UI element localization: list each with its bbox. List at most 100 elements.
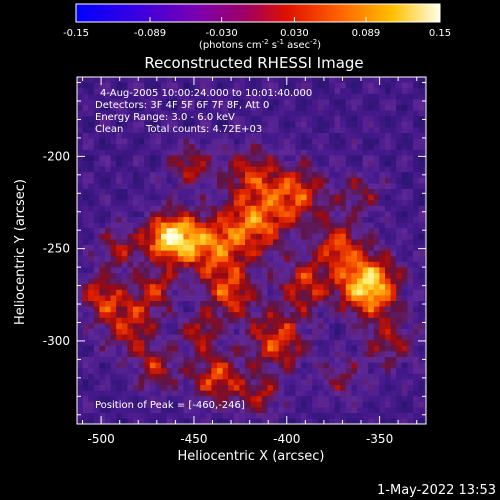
- heatmap-cell: [357, 138, 364, 145]
- heatmap-cell: [166, 317, 173, 324]
- heatmap-cell: [228, 261, 235, 268]
- heatmap-cell: [105, 77, 112, 84]
- heatmap-cell: [424, 373, 426, 380]
- heatmap-cell: [144, 317, 151, 324]
- heatmap-cell: [351, 149, 358, 156]
- heatmap-cell: [183, 379, 190, 386]
- heatmap-cell: [261, 250, 268, 257]
- heatmap-cell: [144, 77, 151, 84]
- heatmap-cell: [385, 88, 392, 95]
- heatmap-cell: [295, 217, 302, 224]
- heatmap-cell: [144, 127, 151, 134]
- heatmap-cell: [362, 155, 369, 162]
- heatmap-cell: [267, 261, 274, 268]
- heatmap-cell: [177, 261, 184, 268]
- heatmap-cell: [424, 77, 426, 84]
- heatmap-cell: [116, 407, 123, 414]
- heatmap-cell: [289, 278, 296, 285]
- heatmap-cell: [77, 200, 84, 207]
- heatmap-cell: [401, 267, 408, 274]
- heatmap-cell: [116, 105, 123, 112]
- heatmap-cell: [93, 149, 100, 156]
- heatmap-cell: [161, 289, 168, 296]
- heatmap-cell: [121, 306, 128, 313]
- heatmap-cell: [127, 222, 134, 229]
- heatmap-cell: [245, 127, 252, 134]
- heatmap-cell: [323, 278, 330, 285]
- heatmap-cell: [161, 401, 168, 408]
- heatmap-cell: [317, 278, 324, 285]
- heatmap-cell: [345, 194, 352, 201]
- heatmap-cell: [127, 334, 134, 341]
- heatmap-cell: [357, 401, 364, 408]
- heatmap-cell: [211, 183, 218, 190]
- heatmap-cell: [194, 334, 201, 341]
- heatmap-cell: [340, 110, 347, 117]
- heatmap-cell: [105, 351, 112, 358]
- heatmap-cell: [267, 284, 274, 291]
- heatmap-cell: [155, 105, 162, 112]
- heatmap-cell: [368, 267, 375, 274]
- heatmap-cell: [301, 245, 308, 252]
- heatmap-cell: [93, 200, 100, 207]
- heatmap-cell: [323, 127, 330, 134]
- heatmap-cell: [390, 418, 397, 424]
- heatmap-cell: [267, 306, 274, 313]
- heatmap-cell: [172, 200, 179, 207]
- heatmap-cell: [345, 127, 352, 134]
- heatmap-cell: [373, 166, 380, 173]
- heatmap-cell: [278, 77, 285, 84]
- heatmap-cell: [233, 357, 240, 364]
- heatmap-cell: [172, 345, 179, 352]
- heatmap-cell: [295, 345, 302, 352]
- heatmap-cell: [110, 155, 117, 162]
- heatmap-cell: [177, 116, 184, 123]
- heatmap-cell: [239, 110, 246, 117]
- heatmap-cell: [133, 362, 140, 369]
- heatmap-cell: [256, 317, 263, 324]
- heatmap-cell: [144, 323, 151, 330]
- heatmap-cell: [77, 379, 84, 386]
- heatmap-cell: [245, 278, 252, 285]
- heatmap-cell: [362, 312, 369, 319]
- heatmap-cell: [144, 301, 151, 308]
- heatmap-cell: [177, 233, 184, 240]
- heatmap-cell: [161, 373, 168, 380]
- heatmap-cell: [200, 228, 207, 235]
- heatmap-cell: [183, 323, 190, 330]
- heatmap-cell: [424, 329, 426, 336]
- heatmap-cell: [239, 105, 246, 112]
- heatmap-cell: [228, 385, 235, 392]
- heatmap-cell: [172, 250, 179, 257]
- heatmap-cell: [77, 161, 84, 168]
- heatmap-cell: [228, 217, 235, 224]
- heatmap-cell: [166, 396, 173, 403]
- heatmap-cell: [368, 413, 375, 420]
- heatmap-cell: [351, 200, 358, 207]
- heatmap-cell: [306, 82, 313, 89]
- heatmap-cell: [245, 418, 252, 424]
- heatmap-cell: [379, 93, 386, 100]
- heatmap-cell: [261, 284, 268, 291]
- heatmap-cell: [189, 390, 196, 397]
- heatmap-cell: [172, 172, 179, 179]
- heatmap-cell: [239, 373, 246, 380]
- heatmap-cell: [261, 205, 268, 212]
- heatmap-cell: [110, 334, 117, 341]
- heatmap-cell: [357, 161, 364, 168]
- heatmap-cell: [385, 301, 392, 308]
- heatmap-cell: [267, 273, 274, 280]
- heatmap-cell: [424, 317, 426, 324]
- heatmap-cell: [133, 323, 140, 330]
- heatmap-cell: [88, 278, 95, 285]
- heatmap-cell: [267, 334, 274, 341]
- heatmap-cell: [138, 166, 145, 173]
- heatmap-cell: [121, 340, 128, 347]
- heatmap-cell: [267, 362, 274, 369]
- heatmap-cell: [172, 267, 179, 274]
- heatmap-cell: [144, 194, 151, 201]
- heatmap-cell: [396, 144, 403, 151]
- heatmap-cell: [133, 93, 140, 100]
- heatmap-cell: [211, 222, 218, 229]
- heatmap-cell: [133, 239, 140, 246]
